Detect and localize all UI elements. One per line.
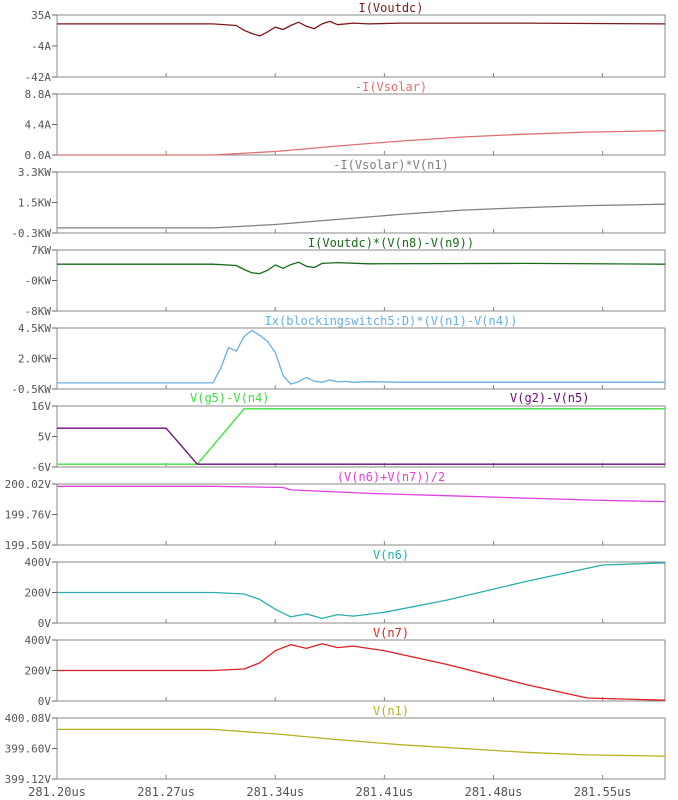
plot-frame (56, 483, 666, 546)
panel-5: 4.5KW 2.0KW -0.5KW Ix(blockingswitch5:D)*(V… (11, 314, 666, 396)
panel-8: 400V 200V 0V V(n6) (25, 548, 666, 630)
x-tick-label: 281.27us (137, 785, 195, 799)
panel-title: -I(Vsolar) (355, 80, 427, 94)
y-tick-label: 0.0A (25, 149, 52, 162)
plot-frame (56, 249, 666, 312)
y-tick-label: 16V (31, 400, 51, 413)
series-label: V(g2)-V(n5) (510, 391, 589, 405)
y-tick-label: -0.5KW (11, 383, 51, 396)
panel-9: 400V 200V 0V V(n7) (25, 626, 666, 708)
panel-title: V(n1) (373, 704, 409, 718)
y-tick-label: 199.50V (5, 539, 52, 552)
series-line--v-n6-v-n7-2 (57, 485, 666, 503)
series-line-v-g2-v-n5- (57, 427, 665, 465)
y-tick-label: 400.08V (5, 712, 52, 725)
panel-1: 35A -4A -42A I(Voutdc) (25, 1, 666, 84)
y-tick-label: 399.60V (5, 743, 52, 756)
series-line-v-n1- (57, 728, 666, 757)
plot-frame (56, 561, 666, 624)
panel-title: V(n6) (373, 548, 409, 562)
y-tick-label: 7KW (31, 244, 51, 257)
panel-7: 200.02V 199.76V 199.50V (V(n6)+V(n7))/2 (5, 470, 666, 552)
y-tick-label: 200V (25, 587, 52, 600)
x-tick-label: 281.55us (574, 785, 632, 799)
plot-frame (56, 327, 666, 390)
panel-title: I(Voutdc) (358, 1, 423, 15)
y-tick-label: 4.4A (25, 119, 52, 132)
y-tick-label: 399.12V (5, 773, 52, 786)
y-tick-label: 200.02V (5, 478, 52, 491)
series-line-v-n7- (57, 643, 666, 701)
plot-frame (56, 14, 666, 78)
series-line-v-g5-v-n4- (57, 408, 665, 465)
panel-3: 3.3KW 1.5KW -0.3KW -I(Vsolar)*V(n1) (11, 158, 666, 240)
panel-6: 16V 5V -6V V(g5)-V(n4) V(g2)-V(n5) (31, 391, 666, 474)
x-tick-label: 281.20us (28, 785, 86, 799)
y-tick-label: 400V (25, 634, 52, 647)
y-tick-label: 0V (38, 695, 52, 708)
series-line-ix-blockingswitch5-d-v-n1-v-n4- (57, 329, 665, 385)
x-tick-label: 281.48us (465, 785, 523, 799)
series-line-i-voutdc- (57, 20, 666, 37)
y-tick-label: -4A (31, 40, 51, 53)
y-tick-label: -42A (25, 71, 52, 84)
plot-frame (56, 405, 666, 468)
panel-10: 400.08V 399.60V 399.12V V(n1) (5, 704, 666, 786)
panel-4: 7KW -0KW -8KW I(Voutdc)*(V(n8)-V(n9)) (25, 236, 666, 318)
y-tick-label: 400V (25, 556, 52, 569)
y-tick-label: 3.3KW (18, 166, 51, 179)
x-tick-label: 281.41us (355, 785, 413, 799)
plot-frame (56, 717, 666, 780)
series-line--i-vsolar-v-n1- (57, 203, 666, 229)
series-line-v-n6- (57, 562, 666, 620)
panel-title: I(Voutdc)*(V(n8)-V(n9)) (308, 236, 474, 250)
plot-frame (56, 93, 666, 156)
y-tick-label: -0.3KW (11, 227, 51, 240)
y-tick-label: 5V (38, 431, 52, 444)
y-tick-label: 0V (38, 617, 52, 630)
y-tick-label: 200V (25, 665, 52, 678)
y-tick-label: -8KW (25, 305, 52, 318)
x-tick-label: 281.34us (246, 785, 304, 799)
y-tick-label: 1.5KW (18, 197, 51, 210)
panel-2: 8.8A 4.4A 0.0A -I(Vsolar) (25, 80, 666, 162)
plot-frame (56, 171, 666, 234)
series-label: V(g5)-V(n4) (190, 391, 269, 405)
y-tick-label: -0KW (25, 275, 52, 288)
y-tick-label: 2.0KW (18, 353, 51, 366)
y-tick-label: 35A (31, 9, 51, 22)
panel-title: V(n7) (373, 626, 409, 640)
panel-title: Ix(blockingswitch5:D)*(V(n1)-V(n4)) (265, 314, 518, 328)
series-line--i-vsolar- (57, 130, 666, 156)
y-tick-label: 8.8A (25, 88, 52, 101)
y-tick-label: 199.76V (5, 509, 52, 522)
y-tick-label: 4.5KW (18, 322, 51, 335)
panel-title: (V(n6)+V(n7))/2 (337, 470, 445, 484)
series-line-i-voutdc-v-n8-v-n9- (57, 261, 666, 275)
y-tick-label: -6V (31, 461, 51, 474)
panel-title: -I(Vsolar)*V(n1) (333, 158, 449, 172)
